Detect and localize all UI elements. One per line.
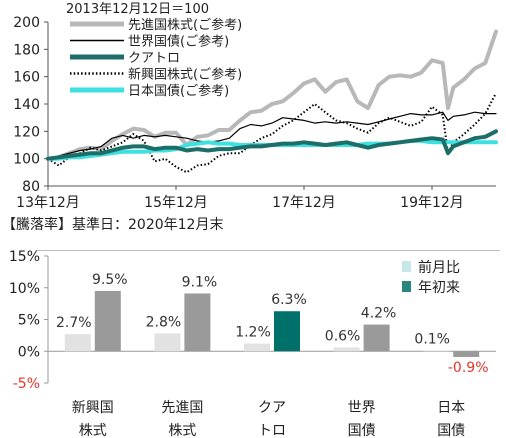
line-chart-y-axis: 80 100 120 140 160 180 200	[13, 15, 49, 195]
bar-value-label: 6.3%	[271, 292, 307, 308]
bar-chart-y-axis: -5% 0% 5% 10% 15%	[9, 249, 496, 392]
y-tick-label: 0%	[18, 344, 40, 360]
line-chart-title: 2013年12月12日＝100	[66, 2, 209, 17]
bar-value-label: 0.1%	[414, 332, 450, 348]
bar-value-label: 4.2%	[361, 306, 397, 322]
bar	[94, 290, 121, 352]
legend-label: 年初来	[418, 279, 460, 296]
category-label: 新興国	[72, 400, 114, 416]
category-label: 世界	[348, 400, 376, 416]
y-tick-label: 140	[13, 97, 40, 113]
bar-value-label: 9.5%	[92, 272, 128, 288]
section-divider	[36, 250, 500, 251]
bar-value-label: -0.9%	[448, 360, 489, 376]
category-label: 国債	[437, 423, 465, 438]
y-tick-label: 120	[13, 124, 40, 140]
x-tick-label: 17年12月	[272, 195, 336, 211]
bar	[64, 334, 91, 352]
line-chart-series	[46, 29, 498, 174]
category-label: クア	[258, 400, 286, 416]
legend-label: 先進国株式(ご参考)	[128, 17, 242, 33]
y-tick-label: 15%	[9, 249, 40, 265]
y-tick-label: 160	[13, 70, 40, 86]
y-tick-label: 5%	[18, 313, 40, 329]
y-tick-label: 80	[22, 179, 40, 195]
series-line	[46, 29, 498, 161]
legend-label: 前月比	[418, 259, 460, 276]
bar	[274, 311, 300, 352]
category-label: トロ	[258, 423, 286, 438]
line-chart-legend: 2013年12月12日＝100 先進国株式(ご参考)世界国債(ご参考)クアトロ新…	[66, 2, 242, 99]
bar-value-label: 9.1%	[182, 274, 218, 290]
x-tick-label: 13年12月	[16, 195, 80, 211]
bar-chart-bars: 2.7% 9.5% 2.8% 9.1% 1.2% 6.3% 0.6%4.2% 0.1% -0.9…	[56, 272, 489, 376]
bar	[184, 293, 211, 352]
y-tick-label: 180	[13, 42, 40, 58]
bar	[333, 347, 360, 352]
legend-swatch	[402, 281, 411, 292]
category-label: 国債	[348, 423, 376, 438]
bar-value-label: 1.2%	[235, 325, 271, 341]
bar	[244, 343, 270, 352]
bar	[154, 333, 181, 352]
bar-value-label: 2.8%	[146, 314, 182, 330]
y-tick-label: -5%	[13, 376, 40, 392]
y-tick-label: 100	[13, 152, 40, 168]
bar-chart-title: 【騰落率】基準日：2020年12月末	[2, 216, 223, 232]
line-chart-x-axis: 13年12月 15年12月 17年12月 19年12月	[16, 185, 496, 211]
legend-swatch	[402, 261, 411, 272]
bar	[423, 350, 450, 352]
y-tick-label: 10%	[9, 281, 40, 297]
bar-value-label: 2.7%	[56, 315, 92, 331]
category-label: 日本	[437, 400, 465, 416]
bar	[453, 351, 480, 357]
legend-label: 世界国債(ご参考)	[128, 34, 229, 50]
legend-label: 日本国債(ご参考)	[128, 83, 229, 99]
legend-label: クアトロ	[128, 51, 180, 66]
category-label: 株式	[79, 423, 107, 438]
bar-chart-categories: 新興国株式 先進国株式 クアトロ 世界国債 日本国債	[72, 400, 465, 438]
category-label: 株式	[168, 423, 196, 438]
series-line	[47, 111, 497, 160]
bar	[363, 324, 390, 352]
series-line	[47, 92, 497, 174]
x-tick-label: 19年12月	[400, 195, 464, 211]
category-label: 先進国	[161, 400, 203, 416]
x-tick-label: 15年12月	[144, 195, 208, 211]
series-line	[46, 129, 498, 161]
legend-label: 新興国株式(ご参考)	[128, 67, 242, 83]
bar-value-label: 0.6%	[325, 328, 361, 344]
y-tick-label: 200	[13, 15, 40, 31]
